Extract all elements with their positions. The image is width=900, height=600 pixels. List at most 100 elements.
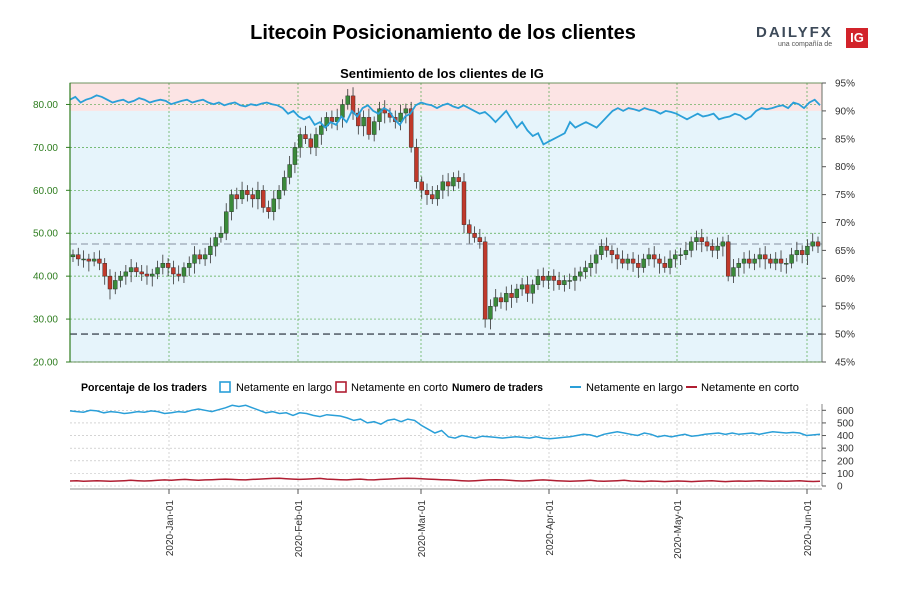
candle-body (472, 233, 477, 238)
percentage-tick-label: 45% (835, 358, 855, 369)
candle-body (419, 181, 424, 191)
legend-num-title: Numero de traders (452, 382, 543, 394)
candle-body (678, 254, 683, 256)
candle-body (255, 190, 261, 200)
candle-body (102, 263, 107, 277)
candle-body (514, 288, 520, 298)
candle-body (815, 241, 821, 247)
candle-body (361, 117, 366, 127)
ig-badge: IG (846, 28, 868, 48)
candle-body (329, 117, 335, 122)
price-tick-label: 70.00 (33, 143, 58, 154)
candle-body (218, 233, 224, 238)
candle-body (615, 254, 620, 260)
candle-body (583, 267, 588, 273)
candle-body (239, 190, 245, 200)
count-tick-label: 500 (837, 418, 854, 429)
candle-body (181, 267, 187, 277)
candle-body (704, 241, 710, 247)
legend-pct-long-swatch (219, 381, 231, 393)
candle-body (377, 108, 382, 122)
logo-tagline: una compañía de (778, 41, 833, 48)
candle-body (641, 258, 646, 268)
candle-body (519, 284, 525, 290)
legend-pct-short-label: Netamente en corto (351, 382, 448, 394)
price-panel: 20.00 30.00 40.00 50.00 60.00 70.00 80.00 45% 5… (33, 66, 855, 369)
candle-body (609, 250, 615, 255)
legend: Porcentaje de los traders Netamente en l… (81, 381, 799, 394)
candle-body (757, 254, 763, 260)
date-tick-label: 2020-Feb-01 (294, 500, 305, 558)
candle-body (155, 267, 160, 275)
percentage-axis: 45% 50% 55% 60% 65% 70% 75% 80% 85% 90% 95% (821, 79, 855, 369)
candle-body (504, 293, 509, 303)
candle-body (530, 284, 535, 294)
candle-body (741, 258, 747, 264)
candle-body (789, 254, 794, 264)
percentage-tick-label: 75% (835, 190, 855, 201)
percentage-tick-label: 60% (835, 274, 855, 285)
candle-body (451, 177, 456, 187)
short-zone (70, 83, 822, 111)
candle-body (768, 258, 773, 264)
candle-body (276, 190, 282, 200)
candle-body (81, 258, 86, 261)
candle-body (208, 245, 213, 255)
candle-body (366, 117, 372, 135)
candle-body (720, 241, 726, 247)
long-count-line (69, 404, 821, 440)
candle-body (398, 112, 403, 122)
candle-body (667, 258, 673, 268)
candle-body (144, 273, 150, 277)
candle-body (752, 258, 757, 264)
price-tick-label: 30.00 (33, 315, 58, 326)
candlestick-series (70, 87, 821, 330)
count-tick-label: 600 (837, 406, 854, 417)
candle-body (572, 275, 578, 281)
dailyfx-logo: DAILYFX una compañía de IG (756, 24, 868, 50)
candle-body (456, 177, 461, 182)
candle-body (76, 254, 81, 260)
candle-body (535, 275, 541, 285)
candle-body (673, 254, 678, 260)
candle-body (578, 271, 583, 277)
long-percentage-line (69, 94, 821, 146)
price-tick-label: 60.00 (33, 186, 58, 197)
count-tick-label: 300 (837, 444, 854, 455)
candle-body (408, 108, 414, 148)
candle-body (630, 258, 636, 264)
candle-body (599, 245, 604, 255)
candle-body (799, 250, 805, 255)
chart-subtitle: Sentimiento de los clientes de IG (340, 66, 544, 81)
legend-pct-long-label: Netamente en largo (236, 382, 332, 394)
candle-body (482, 241, 488, 320)
price-tick-label: 80.00 (33, 100, 58, 111)
candle-body (646, 254, 652, 260)
candle-body (113, 280, 118, 290)
count-tick-label: 400 (837, 431, 854, 442)
percentage-tick-label: 65% (835, 246, 855, 257)
candle-body (794, 250, 800, 255)
date-tick-label: 2020-May-01 (673, 500, 684, 559)
candle-body (213, 237, 218, 247)
candle-body (778, 258, 784, 264)
count-tick-label: 0 (837, 482, 843, 493)
candle-body (498, 297, 504, 303)
candle-body (736, 263, 741, 268)
candle-body (593, 254, 599, 264)
candle-body (762, 254, 768, 260)
candle-body (308, 138, 313, 148)
candle-body (747, 258, 752, 264)
candle-body (657, 258, 662, 264)
candle-body (467, 224, 472, 234)
candle-body (261, 190, 266, 208)
candle-body (440, 181, 446, 191)
candle-body (202, 254, 208, 260)
legend-num-long-label: Netamente en largo (586, 382, 683, 394)
date-tick-label: 2020-Jun-01 (803, 500, 814, 557)
candle-body (725, 241, 731, 277)
candle-body (620, 258, 625, 264)
candle-body (160, 263, 166, 268)
price-axis: 20.00 30.00 40.00 50.00 60.00 70.00 80.00 (33, 83, 71, 369)
